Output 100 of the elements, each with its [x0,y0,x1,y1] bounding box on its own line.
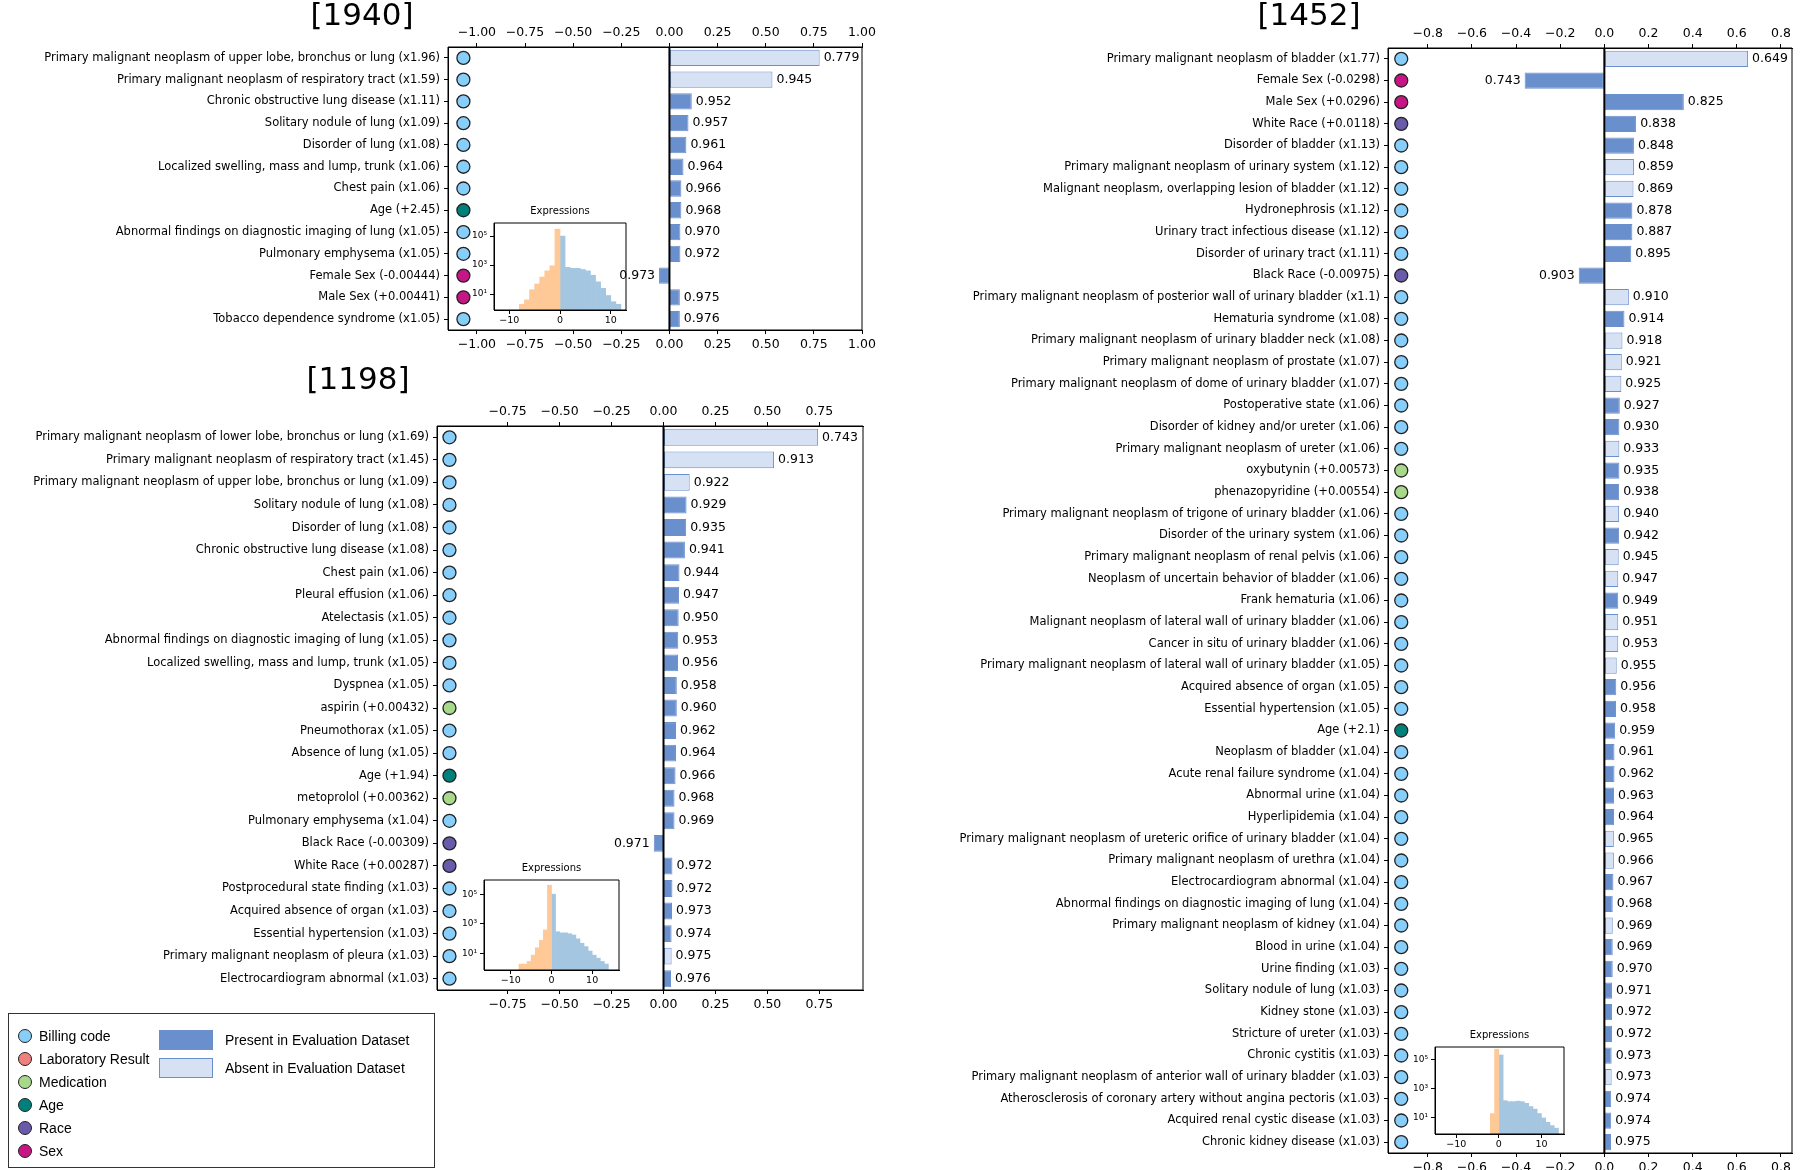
y-tick-label: Chest pain (x1.06) [333,180,440,195]
y-tick-label: Localized swelling, mass and lump, trunk (x1.06) [157,158,440,173]
y-tick-label: Localized swelling, mass and lump, trunk (x1.05) [146,654,429,669]
x-tick-label: 0.50 [753,995,782,1011]
annotation: 0.945 [776,70,813,86]
y-tick-label: Tobacco dependence syndrome (x1.05) [212,311,440,326]
annotation: 0.959 [1619,721,1655,737]
annotation: 0.964 [687,157,724,173]
y-tick-label: Female Sex (-0.00444) [309,267,440,282]
annotation: 0.942 [1623,526,1659,542]
y-tick-label: Male Sex (+0.00441) [318,289,440,304]
annotation: 0.914 [1628,310,1665,326]
annotation: 0.964 [679,744,716,760]
y-tick-label: Disorder of lung (x1.08) [291,519,429,534]
annotation: 0.968 [1616,895,1653,911]
x-tick-label: 1.00 [848,335,876,351]
annotation: 0.951 [1622,613,1659,629]
annotation: 0.972 [676,879,713,895]
y-tick-label: Primary malignant neoplasm of bladder (x1.77) [1106,50,1380,65]
y-tick-label: Pleural effusion (x1.06) [295,587,429,602]
y-tick-label: Primary malignant neoplasm of pleura (x1.03) [162,948,429,963]
y-tick-label: Black Race (-0.00309) [301,835,429,850]
y-tick-label: Blood in urine (x1.04) [1255,939,1380,954]
y-tick-label: 10³ [1412,1083,1429,1093]
legend-label: Billing code [39,1027,111,1044]
annotation: 0.973 [1615,1046,1652,1062]
chart-title: [1940] [310,0,414,32]
y-tick-label: Atherosclerosis of coronary artery without angina pectoris (x1.03) [1000,1090,1380,1105]
y-tick-label: Urine finding (x1.03) [1260,960,1380,975]
annotation: 0.952 [695,92,732,108]
y-tick-label: 10¹ [461,948,478,959]
y-tick-label: White Race (+0.00287) [293,857,429,872]
y-tick-label: Abnormal findings on diagnostic imaging of lung (x1.05) [104,632,429,647]
annotation: 0.976 [674,969,711,985]
y-tick-label: Kidney stone (x1.03) [1260,1004,1380,1019]
y-tick-label: Primary malignant neoplasm of ureteric orifice of urinary bladder (x1.04) [959,830,1380,845]
y-tick-label: Chest pain (x1.06) [322,564,429,579]
annotation: 0.918 [1626,331,1663,347]
annotation: 0.960 [680,699,717,715]
annotation: 0.972 [676,857,713,873]
y-tick-label: Disorder of kidney and/or ureter (x1.06) [1149,419,1380,434]
y-tick-label: Solitary nodule of lung (x1.08) [253,496,429,511]
y-tick-label: Acute renal failure syndrome (x1.04) [1168,765,1380,780]
annotation: 0.743 [1484,71,1521,87]
x2-tick-label: 0.25 [703,23,732,39]
y-tick-label: 10³ [471,259,488,270]
annotation: 0.975 [683,288,720,304]
x-tick-label: 0 [1495,1138,1502,1150]
y-tick-label: Female Sex (-0.0298) [1256,72,1380,87]
annotation: 0.966 [1617,851,1654,867]
x-tick-label: 10 [1535,1138,1548,1150]
y-tick-label: Acquired absence of organ (x1.05) [1180,679,1380,694]
y-tick-label: Pulmonary emphysema (x1.04) [247,812,429,827]
annotation: 0.903 [1538,266,1575,282]
legend-label: Age [39,1096,64,1113]
annotation: 0.940 [1623,505,1659,521]
y-tick-label: Age (+1.94) [358,767,429,782]
annotation: 0.971 [613,834,650,850]
annotation: 0.945 [1622,548,1659,564]
legend-label: Sex [39,1142,64,1159]
x2-tick-label: −0.2 [1545,24,1576,40]
y-tick-label: Primary malignant neoplasm of trigone of urinary bladder (x1.06) [1002,505,1380,520]
x-tick-label: 0.4 [1682,1158,1703,1170]
annotation: 0.973 [676,902,712,918]
annotation: 0.944 [683,563,720,579]
x2-tick-label: −0.8 [1412,24,1443,40]
y-tick-label: Abnormal findings on diagnostic imaging of lung (x1.05) [115,224,440,239]
annotation: 0.910 [1632,288,1669,304]
annotation: 0.972 [684,245,721,261]
y-tick-label: Hydronephrosis (x1.12) [1245,202,1380,217]
annotation: 0.965 [1617,830,1654,846]
annotation: 0.887 [1636,223,1673,239]
legend-label: Medication [39,1073,107,1090]
y-tick-label: Chronic cystitis (x1.03) [1247,1047,1380,1062]
annotation: 0.859 [1637,158,1674,174]
x-tick-label: 0.0 [1594,1158,1615,1170]
x-tick-label: 0.25 [703,335,732,351]
chart-title: Expressions [530,205,590,216]
x-tick-label: 0.25 [701,995,730,1011]
x2-tick-label: −0.50 [554,23,593,39]
annotation: 0.929 [690,496,727,512]
y-tick-label: Solitary nodule of lung (x1.03) [1204,982,1380,997]
annotation: 0.779 [823,49,860,65]
annotation: 0.967 [1617,873,1654,889]
annotation: 0.969 [678,812,715,828]
x2-tick-label: −0.4 [1500,24,1532,40]
annotation: 0.964 [1618,808,1654,824]
x-tick-label: 0.00 [655,335,684,351]
annotation: 0.838 [1640,115,1676,131]
y-tick-label: Absence of lung (x1.05) [291,745,429,760]
y-tick-label: Primary malignant neoplasm of urinary system (x1.12) [1064,159,1380,174]
legend-label: Race [39,1119,72,1136]
legend-label: Absent in Evaluation Dataset [225,1060,405,1076]
x-tick-label: 0.6 [1726,1158,1747,1170]
x-tick-label: 0 [548,974,555,986]
y-tick-label: Black Race (-0.00975) [1252,267,1380,282]
x2-tick-label: −1.00 [457,23,497,39]
x-tick-label: −0.2 [1545,1158,1576,1170]
annotation: 0.958 [680,676,717,692]
annotation: 0.973 [1615,1068,1652,1084]
